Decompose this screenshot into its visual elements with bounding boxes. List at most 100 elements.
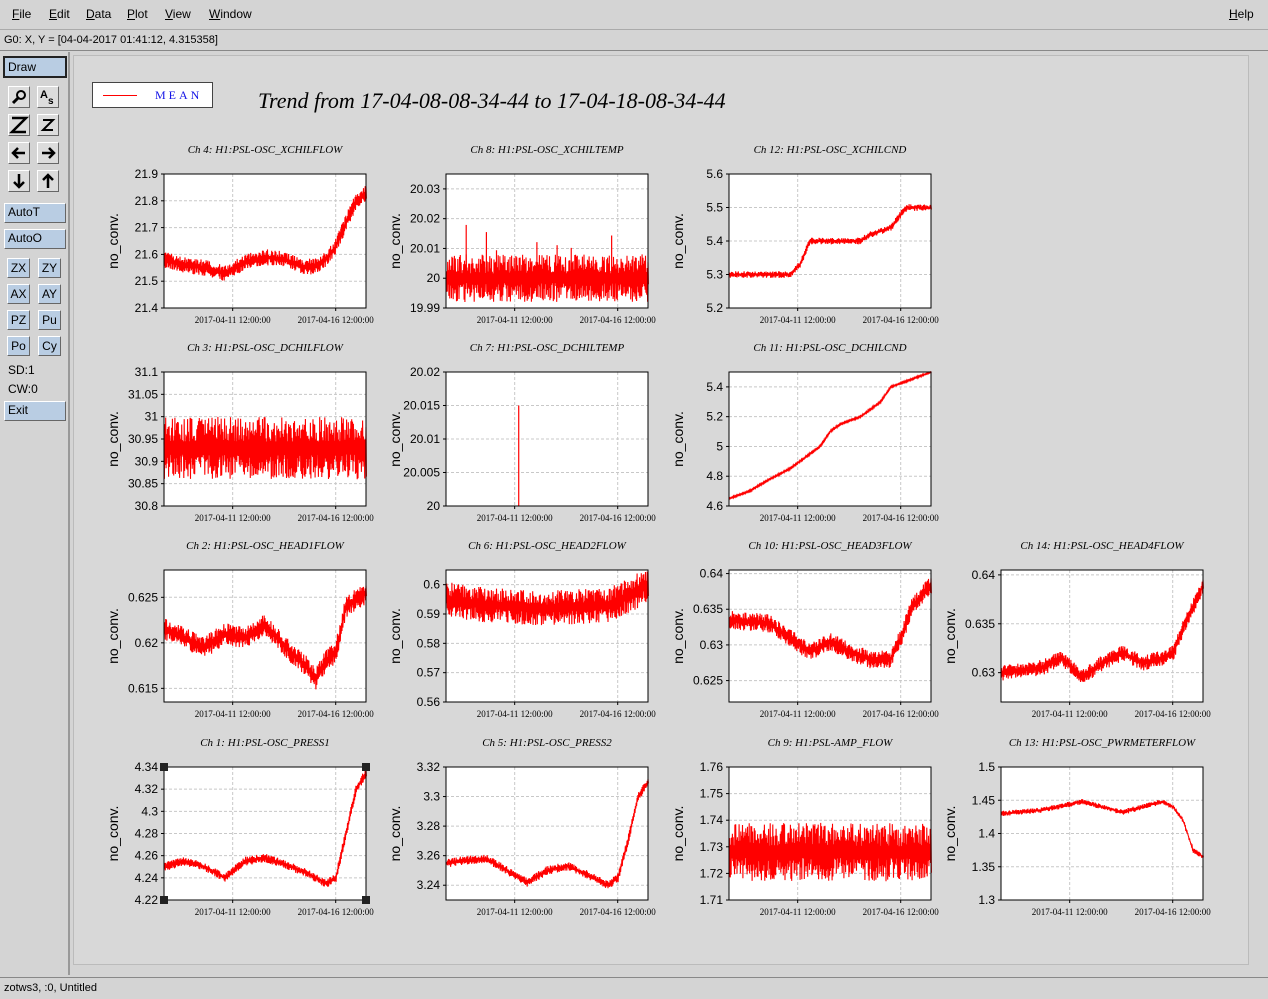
chart-12-ytick-label-0: 1.71 bbox=[700, 893, 724, 907]
chart-8-frame bbox=[728, 569, 932, 703]
chart-10-ylabel: no_conv. bbox=[105, 806, 121, 862]
bottom-status-bar: zotws3, :0, Untitled bbox=[0, 977, 1268, 999]
chart-13-ytick-label-1: 1.35 bbox=[972, 860, 996, 874]
cy-button[interactable]: Cy bbox=[38, 336, 61, 356]
exit-button[interactable]: Exit bbox=[4, 401, 66, 421]
chart-8-xtick-label-0: 2017-04-11 12:00:00 bbox=[760, 709, 836, 719]
ay-button[interactable]: AY bbox=[38, 284, 61, 304]
chart-1-series-line bbox=[445, 254, 649, 303]
menu-plot[interactable]: Plot bbox=[127, 7, 148, 21]
auto-t-button[interactable]: AutoT bbox=[4, 203, 66, 223]
chart-7-xtick-label-1: 2017-04-16 12:00:00 bbox=[580, 709, 657, 719]
pan-down-button[interactable] bbox=[8, 170, 30, 192]
chart-1-ytick-label-1: 20 bbox=[427, 271, 441, 285]
zy-button[interactable]: ZY bbox=[38, 258, 61, 278]
chart-7-ytick-label-3: 0.59 bbox=[417, 607, 441, 621]
chart-1-xtick-label-1: 2017-04-16 12:00:00 bbox=[580, 315, 657, 325]
chart-7-series-line bbox=[445, 571, 649, 626]
chart-0-xtick-label-0: 2017-04-11 12:00:00 bbox=[195, 315, 271, 325]
chart-3-xtick-label-1: 2017-04-16 12:00:00 bbox=[298, 513, 375, 523]
chart-10-series-line bbox=[163, 769, 367, 887]
menu-help[interactable]: Help bbox=[1229, 7, 1254, 21]
chart-7-ytick-label-4: 0.6 bbox=[423, 578, 440, 592]
menu-view[interactable]: View bbox=[165, 7, 191, 21]
menu-file[interactable]: File bbox=[12, 7, 32, 21]
auto-o-button[interactable]: AutoO bbox=[4, 229, 66, 249]
arrow-left-icon bbox=[11, 147, 25, 159]
zoom-in-button[interactable] bbox=[8, 114, 30, 136]
chart-2-ylabel: no_conv. bbox=[670, 213, 686, 269]
chart-11-ytick-label-3: 3.3 bbox=[423, 790, 440, 804]
menu-edit[interactable]: Edit bbox=[49, 7, 70, 21]
zoom-small-z-icon bbox=[40, 119, 56, 131]
pu-button[interactable]: Pu bbox=[38, 310, 61, 330]
menu-window[interactable]: Window bbox=[209, 7, 252, 21]
chart-9-xtick-label-0: 2017-04-11 12:00:00 bbox=[1032, 709, 1108, 719]
chart-2-ytick-label-3: 5.5 bbox=[706, 201, 723, 215]
chart-2-ytick-label-2: 5.4 bbox=[706, 234, 723, 248]
chart-12-plot-area bbox=[729, 767, 931, 900]
zx-button[interactable]: ZX bbox=[7, 258, 30, 278]
arrow-down-icon bbox=[13, 174, 25, 189]
chart-4-xtick-label-1: 2017-04-16 12:00:00 bbox=[580, 513, 657, 523]
zoom-tool-button[interactable] bbox=[8, 86, 30, 108]
chart-3-ytick-label-1: 30.85 bbox=[128, 477, 158, 491]
chart-4-ytick-label-2: 20.01 bbox=[410, 432, 440, 446]
chart-0-xtick-label-1: 2017-04-16 12:00:00 bbox=[298, 315, 375, 325]
chart-11-ytick-label-1: 3.26 bbox=[417, 849, 441, 863]
chart-6-ylabel: no_conv. bbox=[105, 608, 121, 664]
chart-10-ytick-label-1: 4.24 bbox=[135, 871, 159, 885]
chart-9-title: Ch 14: H1:PSL-OSC_HEAD4FLOW bbox=[1020, 540, 1184, 552]
legend-line-swatch bbox=[103, 95, 137, 96]
chart-1-title: Ch 8: H1:PSL-OSC_XCHILTEMP bbox=[470, 144, 623, 156]
draw-button[interactable]: Draw bbox=[3, 56, 67, 78]
chart-3-ytick-label-4: 31 bbox=[145, 410, 159, 424]
magnifier-icon bbox=[11, 90, 26, 105]
cw-label: CW:0 bbox=[8, 382, 38, 396]
chart-8-xtick-label-1: 2017-04-16 12:00:00 bbox=[863, 709, 940, 719]
legend: MEAN bbox=[92, 82, 213, 108]
sd-label: SD:1 bbox=[8, 363, 35, 377]
chart-7-ytick-label-1: 0.57 bbox=[417, 666, 441, 680]
pz-button[interactable]: PZ bbox=[7, 310, 30, 330]
chart-0-ytick-label-4: 21.8 bbox=[135, 194, 159, 208]
menu-data[interactable]: Data bbox=[86, 7, 112, 21]
po-button[interactable]: Po bbox=[7, 336, 30, 356]
chart-2-ytick-label-1: 5.3 bbox=[706, 268, 723, 282]
chart-6-xtick-label-0: 2017-04-11 12:00:00 bbox=[195, 709, 271, 719]
pan-left-button[interactable] bbox=[8, 142, 30, 164]
chart-13-ytick-label-4: 1.5 bbox=[978, 760, 995, 774]
svg-text:A: A bbox=[40, 89, 48, 101]
selection-handle-2 bbox=[160, 896, 168, 904]
chart-0-ylabel: no_conv. bbox=[105, 213, 121, 269]
selection-handle-0 bbox=[160, 763, 168, 771]
chart-9-frame bbox=[1000, 569, 1204, 703]
chart-8-series-line bbox=[728, 578, 932, 669]
chart-4-ytick-label-3: 20.015 bbox=[403, 399, 440, 413]
chart-4-title: Ch 7: H1:PSL-OSC_DCHILTEMP bbox=[470, 342, 625, 354]
ax-button[interactable]: AX bbox=[7, 284, 30, 304]
pan-up-button[interactable] bbox=[37, 170, 59, 192]
selection-handle-1 bbox=[362, 763, 370, 771]
chart-13-ytick-label-3: 1.45 bbox=[972, 793, 996, 807]
chart-3-ytick-label-5: 31.05 bbox=[128, 387, 158, 401]
chart-12-ytick-label-5: 1.76 bbox=[700, 760, 724, 774]
chart-1-ytick-label-3: 20.02 bbox=[410, 212, 440, 226]
chart-7-ytick-label-2: 0.58 bbox=[417, 636, 441, 650]
zoom-out-button[interactable] bbox=[37, 114, 59, 136]
chart-8-ytick-label-2: 0.635 bbox=[693, 602, 723, 616]
chart-0-ytick-label-1: 21.5 bbox=[135, 274, 159, 288]
chart-11-ytick-label-2: 3.28 bbox=[417, 819, 441, 833]
chart-0-plot-area bbox=[164, 174, 366, 308]
chart-12-ytick-label-3: 1.74 bbox=[700, 813, 724, 827]
chart-0-ytick-label-0: 21.4 bbox=[135, 301, 159, 315]
chart-7-ylabel: no_conv. bbox=[387, 608, 403, 664]
chart-9-series-line bbox=[1000, 579, 1204, 683]
chart-12-ytick-label-2: 1.73 bbox=[700, 840, 724, 854]
menu-bar: File Edit Data Plot View Window Help bbox=[0, 0, 1268, 30]
chart-2-xtick-label-1: 2017-04-16 12:00:00 bbox=[863, 315, 940, 325]
chart-6-plot-area bbox=[164, 570, 366, 702]
pan-right-button[interactable] bbox=[37, 142, 59, 164]
